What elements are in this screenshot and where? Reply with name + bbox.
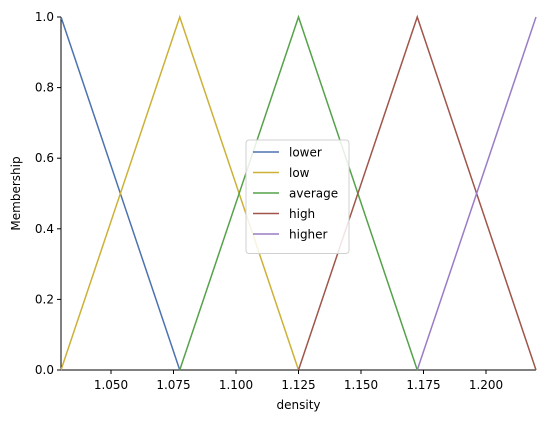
y-tick-label: 0.4 bbox=[35, 222, 54, 236]
legend-label-lower: lower bbox=[289, 146, 322, 160]
x-tick-label: 1.200 bbox=[469, 378, 503, 392]
legend-label-high: high bbox=[289, 207, 315, 221]
legend-label-average: average bbox=[289, 187, 338, 201]
y-tick-label: 0.6 bbox=[35, 151, 54, 165]
x-tick-label: 1.075 bbox=[156, 378, 190, 392]
y-tick-label: 1.0 bbox=[35, 10, 54, 24]
y-tick-label: 0.8 bbox=[35, 81, 54, 95]
legend-box bbox=[245, 139, 350, 254]
y-tick-label: 0.0 bbox=[35, 363, 54, 377]
series-line-average bbox=[179, 14, 418, 371]
x-tick-label: 1.100 bbox=[219, 378, 253, 392]
x-tick-label: 1.150 bbox=[344, 378, 378, 392]
x-tick-label: 1.175 bbox=[406, 378, 440, 392]
x-tick-label: 1.125 bbox=[281, 378, 315, 392]
ticks: 1.050 1.075 1.100 1.125 1.150 1.175 1.200 0.0 0.… bbox=[35, 10, 503, 392]
y-axis-label: Membership bbox=[9, 156, 23, 230]
x-axis-label: density bbox=[277, 398, 321, 412]
legend: lower low average high higher bbox=[245, 139, 350, 254]
series-line-higher bbox=[416, 16, 537, 371]
y-tick-label: 0.2 bbox=[35, 292, 54, 306]
legend-label-higher: higher bbox=[289, 228, 328, 242]
x-tick-label: 1.050 bbox=[94, 378, 128, 392]
legend-label-low: low bbox=[289, 166, 310, 180]
